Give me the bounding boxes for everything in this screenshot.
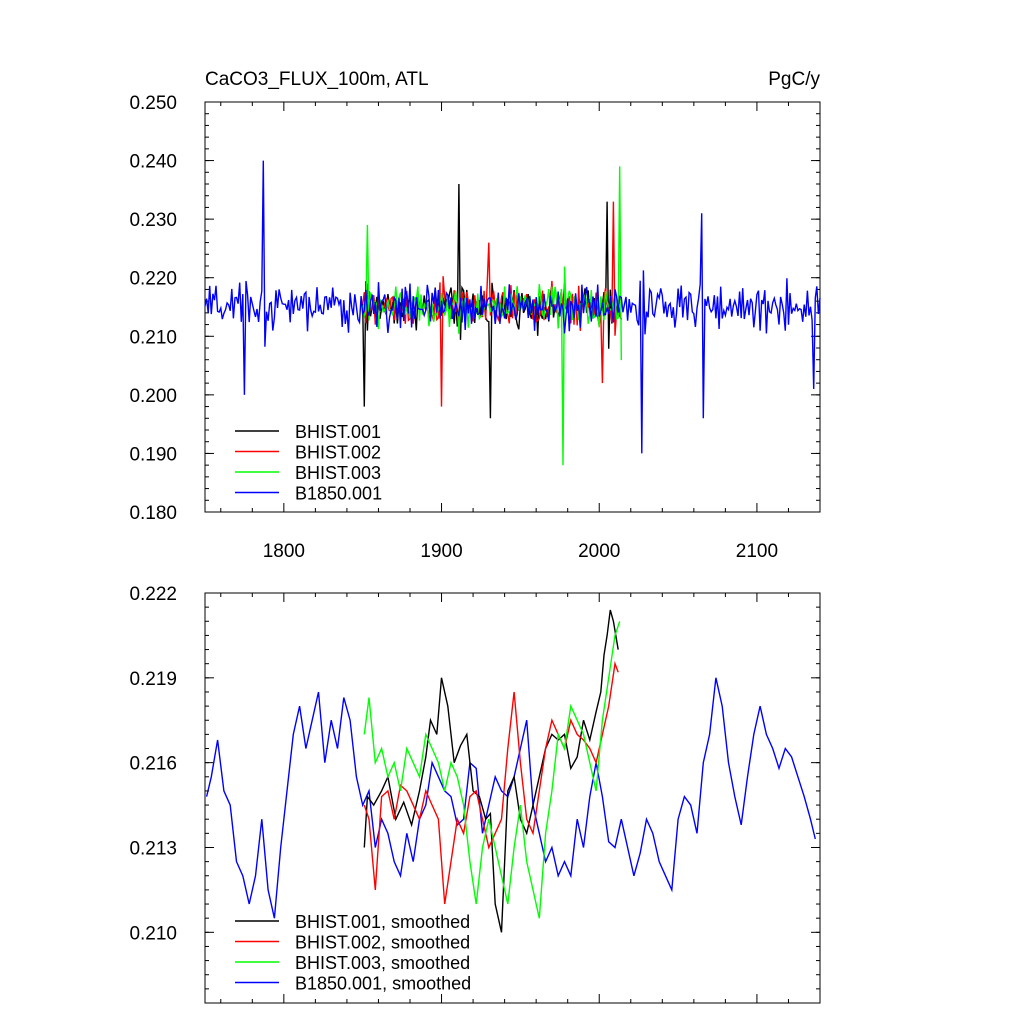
y-tick-label: 0.210 [129, 327, 177, 348]
series-line [204, 160, 821, 454]
legend-label: BHIST.002 [295, 443, 381, 463]
plot-frame [204, 101, 821, 513]
bottom-axes: 0.210 0.213 0.216 0.219 0.222 [129, 584, 821, 1004]
legend-label: B1850.001 [295, 484, 382, 504]
series-line [363, 621, 621, 919]
y-tick-label: 0.216 [129, 754, 177, 775]
legend-label: BHIST.003, smoothed [295, 953, 470, 973]
legend-label: BHIST.003 [295, 463, 381, 483]
series-line [205, 677, 816, 919]
series-line [362, 166, 622, 466]
plot-frame [204, 592, 821, 1004]
top-axes: 1800 1900 2000 2100 0.180 0.190 0.200 0.210 0.22… [129, 93, 821, 562]
y-tick-label: 0.240 [129, 152, 177, 173]
series-line [363, 609, 619, 933]
y-tick-label: 0.210 [129, 923, 177, 944]
x-tick-label: 2100 [736, 541, 778, 562]
bottom-series [205, 609, 816, 933]
legend-label: B1850.001, smoothed [295, 974, 471, 994]
y-tick-label: 0.213 [129, 838, 177, 859]
y-tick-label: 0.180 [129, 503, 177, 524]
y-tick-label: 0.250 [129, 93, 177, 114]
panel-title: CaCO3_FLUX_100m, ATL [205, 69, 429, 90]
series-line [363, 660, 619, 905]
y-tick-label: 0.219 [129, 669, 177, 690]
legend-label: BHIST.001 [295, 422, 381, 442]
y-tick-label: 0.222 [129, 584, 177, 605]
legend-label: BHIST.001, smoothed [295, 912, 470, 932]
units-label: PgC/y [768, 69, 820, 90]
top-series [204, 160, 821, 466]
legend-label: BHIST.002, smoothed [295, 933, 470, 953]
bottom-panel: 0.210 0.213 0.216 0.219 0.222 BHIST.001, smo… [129, 584, 821, 1004]
x-tick-label: 1800 [263, 541, 305, 562]
x-tick-label: 1900 [420, 541, 462, 562]
y-tick-label: 0.190 [129, 444, 177, 465]
y-tick-label: 0.220 [129, 269, 177, 290]
y-tick-label: 0.230 [129, 210, 177, 231]
x-tick-label: 2000 [578, 541, 620, 562]
top-panel: CaCO3_FLUX_100m, ATL PgC/y 1800 1900 2000 2… [129, 69, 821, 562]
y-tick-label: 0.200 [129, 386, 177, 407]
